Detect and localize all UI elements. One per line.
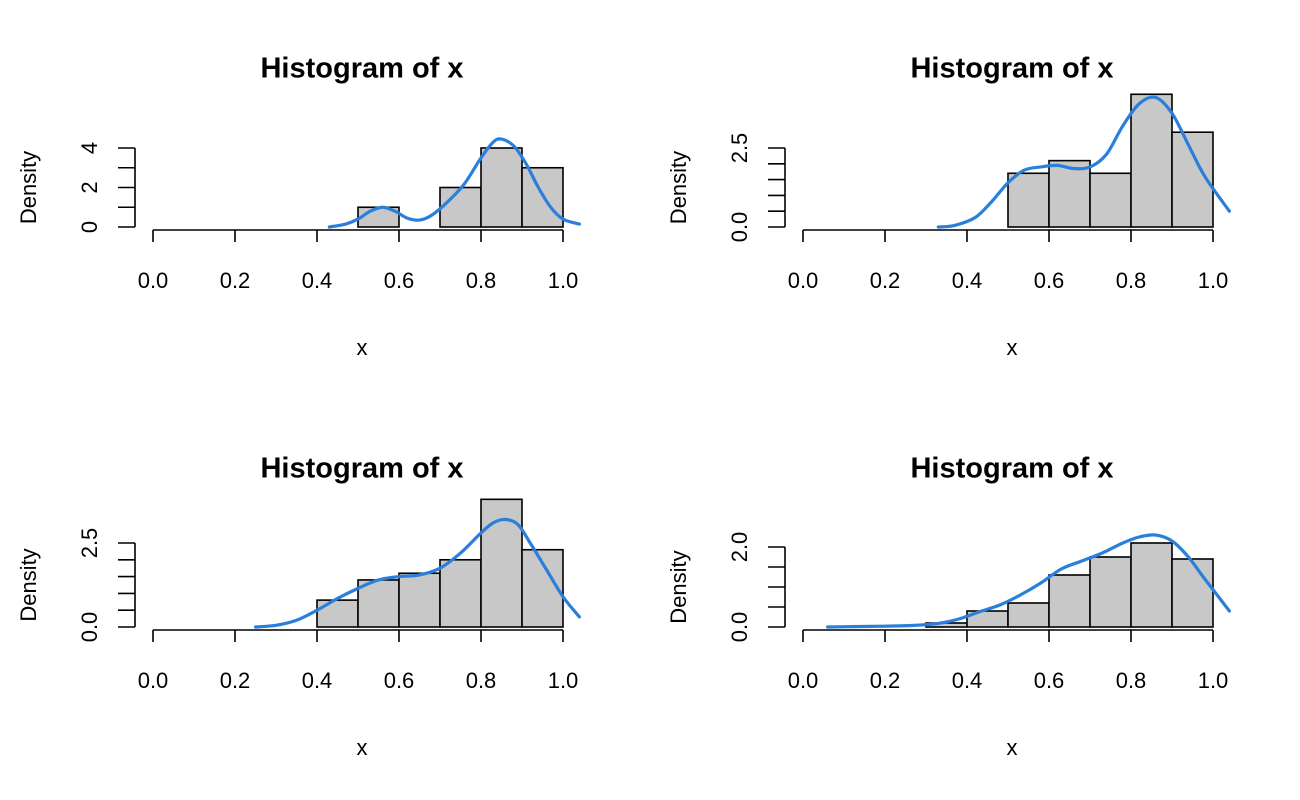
histogram-bar	[1130, 93, 1173, 228]
chart-panel-1: Histogram of x 0.0 0.2 0.4 0.6 0.8 1.0 0 2 4 x Dens…	[16, 53, 581, 360]
x-tick-label: 0.0	[138, 268, 169, 293]
chart-title: Histogram of x	[910, 453, 1113, 485]
y-tick-label: 0.0	[727, 612, 752, 643]
y-tick-label: 0	[77, 221, 102, 233]
x-tick-label: 0.0	[788, 268, 819, 293]
histogram-bar	[439, 558, 482, 628]
density-curve	[253, 517, 581, 629]
x-tick-label: 0.8	[1116, 268, 1147, 293]
histogram-bar	[1130, 542, 1173, 628]
histogram-bar	[1089, 172, 1132, 228]
y-tick-label: 0.0	[727, 212, 752, 243]
x-tick-label: 0.6	[384, 668, 415, 693]
density-curve	[936, 95, 1231, 229]
y-axis-title: Density	[666, 550, 691, 623]
y-axis-title: Density	[16, 548, 41, 621]
y-tick-label: 2.5	[727, 133, 752, 164]
density-curve	[826, 533, 1231, 629]
chart-title: Histogram of x	[260, 53, 463, 85]
y-tick-label: 4	[77, 142, 102, 154]
x-tick-label: 0.4	[952, 268, 983, 293]
x-tick-label: 1.0	[548, 268, 579, 293]
x-tick-label: 0.0	[788, 668, 819, 693]
chart-panel-4: Histogram of x 0.0 0.2 0.4 0.6 0.8 1.0 0.0 2.0 x D…	[666, 453, 1231, 760]
histogram-bar	[1007, 602, 1050, 628]
y-tick-label: 2.5	[77, 528, 102, 559]
x-tick-label: 0.2	[220, 268, 251, 293]
x-axis-title: x	[1007, 735, 1018, 760]
histogram-bar	[1048, 574, 1091, 628]
chart-title: Histogram of x	[910, 53, 1113, 85]
chart-title: Histogram of x	[260, 453, 463, 485]
x-tick-label: 0.0	[138, 668, 169, 693]
histogram-bar	[480, 147, 523, 228]
x-axis-title: x	[1007, 335, 1018, 360]
x-tick-label: 0.6	[384, 268, 415, 293]
x-tick-label: 1.0	[548, 668, 579, 693]
x-tick-label: 0.8	[466, 268, 497, 293]
chart-panel-3: Histogram of x 0.0 0.2 0.4 0.6 0.8 1.0 0.0 2.5 x D…	[16, 453, 581, 760]
x-axis-title: x	[357, 335, 368, 360]
x-tick-label: 0.2	[870, 268, 901, 293]
histogram-bar	[1007, 172, 1050, 228]
histogram-bar	[316, 599, 359, 628]
x-tick-label: 0.4	[302, 668, 333, 693]
chart-panel-2: Histogram of x 0.0 0.2 0.4 0.6 0.8 1.0 0.0 2.5 x D…	[666, 53, 1231, 360]
histogram-bar	[439, 186, 482, 228]
x-tick-label: 1.0	[1198, 268, 1229, 293]
y-axis-title: Density	[666, 151, 691, 224]
x-tick-label: 0.4	[302, 268, 333, 293]
y-tick-label: 2	[77, 181, 102, 193]
x-tick-label: 0.8	[466, 668, 497, 693]
x-axis-title: x	[357, 735, 368, 760]
x-tick-label: 0.6	[1034, 268, 1065, 293]
histogram-bar	[398, 572, 441, 628]
y-tick-label: 2.0	[727, 532, 752, 563]
x-tick-label: 1.0	[1198, 668, 1229, 693]
x-tick-label: 0.8	[1116, 668, 1147, 693]
y-tick-label: 0.0	[77, 612, 102, 643]
density-curve	[327, 137, 581, 229]
x-tick-label: 0.6	[1034, 668, 1065, 693]
x-tick-label: 0.4	[952, 668, 983, 693]
x-tick-label: 0.2	[220, 668, 251, 693]
y-axis-title: Density	[16, 151, 41, 224]
x-tick-label: 0.2	[870, 668, 901, 693]
histogram-bar	[1089, 556, 1132, 628]
histogram-bar	[1048, 159, 1091, 228]
histogram-bar	[1171, 558, 1214, 628]
